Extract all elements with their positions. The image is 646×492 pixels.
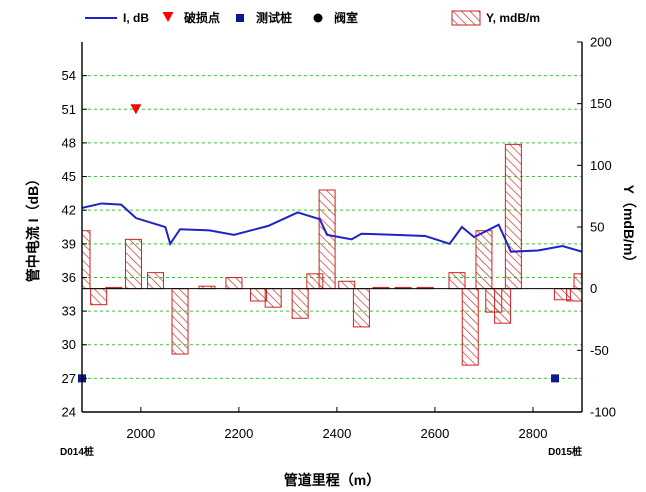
bar: [124, 238, 142, 290]
y-left-tick-label: 30: [62, 337, 76, 352]
legend-test_post-swatch: [236, 14, 244, 22]
station-label: D014桩: [60, 445, 94, 458]
y-left-tick-label: 27: [62, 371, 76, 386]
y-left-tick-label: 54: [62, 68, 76, 83]
line-series: [82, 202, 582, 253]
x-tick-label: 2400: [322, 426, 351, 441]
x-tick-label: 2600: [420, 426, 449, 441]
bar: [171, 288, 189, 355]
test_post-marker: [551, 374, 560, 383]
legend-valve-swatch: [313, 13, 323, 23]
bar: [448, 272, 466, 290]
legend-damage-swatch: [162, 12, 174, 22]
bar: [352, 288, 370, 328]
bar: [82, 230, 91, 290]
bar: [573, 273, 582, 290]
bar: [264, 288, 282, 308]
axes: [81, 41, 583, 413]
bar: [566, 288, 582, 302]
x-axis-title: 管道里程（m）: [284, 472, 380, 488]
y-left-tick-label: 24: [62, 405, 76, 420]
legend-label: 阀室: [334, 10, 358, 25]
y-left-axis-title: 管中电流 I（dB）: [25, 172, 41, 282]
legend-label: Y, mdB/m: [486, 11, 540, 25]
bar: [318, 189, 336, 290]
x-tick-label: 2800: [519, 426, 548, 441]
x-tick-label: 2200: [224, 426, 253, 441]
station-label: D015桩: [548, 445, 582, 458]
y-left-tick-label: 42: [62, 203, 76, 218]
y-right-axis-title: Y（mdB/m）: [621, 185, 637, 270]
legend-label: 破损点: [184, 10, 220, 25]
y-right-tick-label: 0: [590, 281, 597, 296]
y-right-tick-label: 150: [590, 96, 612, 111]
y-right-tick-label: 200: [590, 35, 612, 50]
bar: [225, 277, 243, 290]
x-tick-label: 2000: [126, 426, 155, 441]
y-left-tick-label: 36: [62, 270, 76, 285]
y-right-tick-label: -100: [590, 405, 616, 420]
legend-label: I, dB: [123, 11, 149, 25]
y-left-tick-label: 48: [62, 135, 76, 150]
y-left-tick-label: 33: [62, 304, 76, 319]
bar: [90, 288, 108, 306]
bar: [494, 288, 512, 324]
tick-labels: 24 27 30 33 36 39 42 45 48 51 54 -100 -50 0 50 100 150 20…: [62, 35, 617, 442]
bar-series-layer: [82, 143, 582, 366]
bar: [249, 288, 267, 302]
damage-marker: [130, 104, 142, 115]
bar: [291, 288, 309, 319]
y-right-tick-label: 100: [590, 158, 612, 173]
bar: [338, 280, 356, 290]
line-series-layer: [82, 202, 582, 253]
legend-label: 测试桩: [256, 10, 292, 25]
legend-bar-swatch: [451, 10, 481, 26]
y-left-tick-label: 39: [62, 236, 76, 251]
y-right-tick-label: 50: [590, 220, 604, 235]
y-left-tick-label: 45: [62, 169, 76, 184]
bar: [147, 272, 165, 290]
bar: [504, 143, 522, 290]
station-labels: D014桩 D015桩: [60, 445, 582, 458]
bar: [461, 288, 479, 366]
bar: [475, 230, 493, 290]
y-left-tick-label: 51: [62, 102, 76, 117]
y-right-tick-label: -50: [590, 343, 609, 358]
legend: I, dB 破损点 测试桩 阀室 Y, mdB/m: [85, 10, 540, 26]
